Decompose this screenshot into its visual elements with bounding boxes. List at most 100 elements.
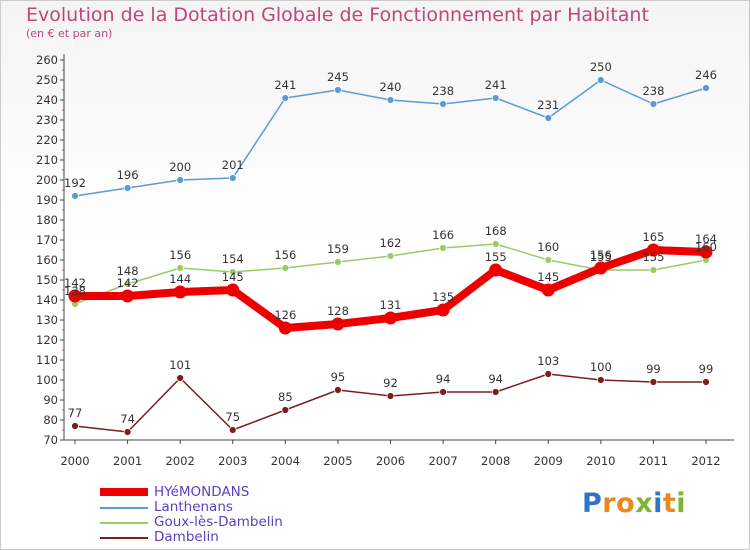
y-tick-label: 110 <box>36 353 58 367</box>
x-tick-label: 2010 <box>586 454 615 468</box>
logo-letter: i <box>653 488 663 519</box>
data-label-goux: 162 <box>380 236 402 250</box>
data-label-goux: 154 <box>222 252 244 266</box>
data-label-dambelin: 85 <box>278 390 293 404</box>
data-point-hyemondans <box>173 285 187 299</box>
data-point-lanthenans <box>439 100 447 108</box>
y-tick-label: 150 <box>36 273 58 287</box>
y-tick-label: 200 <box>36 173 58 187</box>
logo-letter: t <box>662 488 677 519</box>
data-label-hyemondans: 142 <box>64 276 86 290</box>
data-label-dambelin: 92 <box>383 376 398 390</box>
data-point-lanthenans <box>491 94 500 102</box>
data-label-dambelin: 100 <box>590 360 612 374</box>
y-tick-label: 260 <box>36 53 58 67</box>
data-point-dambelin <box>176 374 185 382</box>
logo-letter: o <box>616 488 636 519</box>
y-tick-label: 180 <box>36 213 58 227</box>
chart-subtitle: (en € et par an) <box>26 27 113 40</box>
logo-letter: i <box>676 488 687 519</box>
legend-label-hyemondans: HYéMONDANS <box>154 484 250 500</box>
data-label-hyemondans: 135 <box>432 290 454 304</box>
data-point-dambelin <box>702 378 710 386</box>
data-label-goux: 160 <box>537 240 559 254</box>
data-label-lanthenans: 200 <box>169 160 191 174</box>
data-point-lanthenans <box>596 76 605 84</box>
data-label-dambelin: 101 <box>169 358 191 372</box>
x-tick-label: 2006 <box>376 454 405 468</box>
data-label-dambelin: 74 <box>120 412 135 426</box>
data-label-lanthenans: 192 <box>64 176 86 190</box>
data-label-lanthenans: 240 <box>380 80 402 94</box>
data-label-hyemondans: 145 <box>537 270 559 284</box>
data-point-dambelin <box>123 428 132 436</box>
legend-swatch-lanthenans <box>100 507 148 509</box>
data-point-lanthenans <box>176 176 185 184</box>
proxiti-logo: Proxiti <box>582 488 686 519</box>
legend-label-dambelin: Dambelin <box>154 529 219 545</box>
data-label-goux: 166 <box>432 228 454 242</box>
data-label-dambelin: 75 <box>225 410 240 424</box>
x-tick-label: 2012 <box>691 454 720 468</box>
data-point-hyemondans <box>489 263 503 277</box>
data-point-dambelin <box>439 388 447 396</box>
data-point-goux <box>281 264 290 272</box>
x-tick-label: 2011 <box>639 454 668 468</box>
x-tick-label: 2005 <box>323 454 352 468</box>
data-label-lanthenans: 245 <box>327 70 349 84</box>
data-label-hyemondans: 142 <box>117 276 139 290</box>
data-label-goux: 168 <box>485 224 507 238</box>
data-point-dambelin <box>491 388 500 396</box>
data-point-lanthenans <box>334 86 342 94</box>
data-label-hyemondans: 155 <box>485 250 507 264</box>
data-label-hyemondans: 144 <box>169 272 191 286</box>
data-label-goux: 155 <box>590 250 612 264</box>
data-label-goux: 148 <box>117 264 139 278</box>
chart-title: Evolution de la Dotation Globale de Fonc… <box>26 4 649 26</box>
data-point-hyemondans <box>541 283 555 297</box>
y-tick-label: 90 <box>43 393 58 407</box>
data-point-hyemondans <box>436 303 450 317</box>
data-point-lanthenans <box>544 114 553 122</box>
data-point-goux <box>544 256 553 264</box>
data-label-dambelin: 99 <box>646 362 661 376</box>
data-label-hyemondans: 156 <box>590 248 612 262</box>
data-point-goux <box>491 240 500 248</box>
data-point-dambelin <box>544 370 553 378</box>
data-point-lanthenans <box>649 100 658 108</box>
data-label-lanthenans: 241 <box>274 78 296 92</box>
data-point-goux <box>649 266 658 274</box>
data-label-dambelin: 94 <box>436 372 451 386</box>
data-point-hyemondans <box>278 321 292 335</box>
data-label-goux: 160 <box>695 240 717 254</box>
data-label-dambelin: 77 <box>68 406 83 420</box>
y-tick-label: 100 <box>36 373 58 387</box>
data-point-hyemondans <box>68 289 82 303</box>
legend-swatch-goux <box>100 522 148 524</box>
data-label-lanthenans: 246 <box>695 68 717 82</box>
y-tick-label: 120 <box>36 333 58 347</box>
data-label-hyemondans: 128 <box>327 304 349 318</box>
legend-swatch-dambelin <box>100 537 148 539</box>
x-tick-label: 2002 <box>166 454 195 468</box>
data-point-lanthenans <box>386 96 395 104</box>
y-tick-label: 140 <box>36 293 58 307</box>
data-label-lanthenans: 238 <box>642 84 664 98</box>
logo-letter: x <box>635 488 654 519</box>
data-point-hyemondans <box>384 311 397 325</box>
data-point-lanthenans <box>228 174 237 182</box>
data-point-hyemondans <box>331 317 345 331</box>
data-point-lanthenans <box>281 94 290 102</box>
x-tick-label: 2009 <box>534 454 563 468</box>
data-label-goux: 156 <box>274 248 296 262</box>
y-tick-label: 220 <box>36 133 58 147</box>
data-point-dambelin <box>71 422 79 430</box>
data-label-lanthenans: 241 <box>485 78 507 92</box>
y-tick-label: 210 <box>36 153 58 167</box>
data-label-lanthenans: 196 <box>117 168 139 182</box>
data-label-hyemondans: 165 <box>642 230 664 244</box>
y-tick-label: 230 <box>36 113 58 127</box>
data-label-hyemondans: 145 <box>222 270 244 284</box>
data-point-goux <box>176 264 185 272</box>
